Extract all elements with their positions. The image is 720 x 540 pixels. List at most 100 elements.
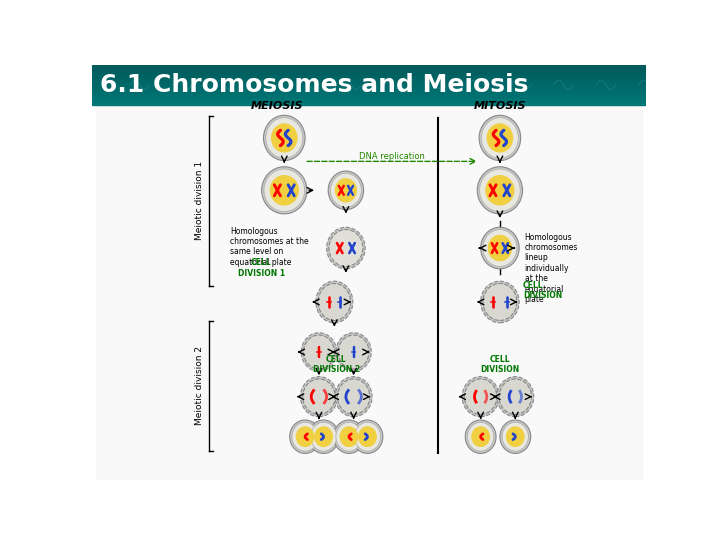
Bar (92, 71, 647, 73)
Bar (92, 76, 647, 77)
Ellipse shape (300, 377, 338, 417)
Ellipse shape (304, 335, 334, 369)
Text: CELL
DIVISION: CELL DIVISION (480, 355, 520, 374)
Text: MITOSIS: MITOSIS (474, 100, 526, 111)
Text: DNA replication: DNA replication (359, 152, 425, 161)
Bar (92, 84, 647, 85)
Bar (92, 64, 647, 66)
Ellipse shape (464, 379, 497, 414)
Ellipse shape (336, 422, 362, 451)
Ellipse shape (271, 123, 297, 153)
Bar (92, 73, 647, 75)
Bar (92, 83, 647, 84)
Ellipse shape (335, 178, 357, 202)
Bar (92, 80, 647, 82)
Ellipse shape (340, 427, 359, 447)
Bar (92, 84, 647, 86)
Ellipse shape (497, 377, 534, 417)
Ellipse shape (308, 420, 339, 454)
Ellipse shape (467, 422, 494, 451)
Ellipse shape (316, 281, 353, 323)
Ellipse shape (329, 230, 363, 267)
Text: Meiotic division 1: Meiotic division 1 (195, 161, 204, 240)
Ellipse shape (479, 116, 521, 160)
Ellipse shape (261, 167, 307, 214)
Text: MEIOSIS: MEIOSIS (251, 100, 303, 111)
Ellipse shape (318, 284, 351, 320)
Bar (92, 65, 647, 67)
Bar (92, 77, 647, 78)
Ellipse shape (482, 118, 518, 158)
Ellipse shape (354, 422, 381, 451)
Ellipse shape (481, 281, 519, 323)
Text: Homologous
chromosomes at the
same level on
equatorial plate: Homologous chromosomes at the same level… (230, 226, 309, 267)
Ellipse shape (330, 173, 361, 207)
Text: Homologous
chromosomes
lineup
individually
at the
equatorial
plate: Homologous chromosomes lineup individual… (525, 233, 578, 304)
Ellipse shape (270, 175, 299, 206)
Ellipse shape (264, 169, 305, 212)
Ellipse shape (499, 379, 531, 414)
Ellipse shape (487, 123, 513, 153)
Ellipse shape (352, 420, 383, 454)
Bar (92, 66, 647, 68)
Ellipse shape (483, 230, 517, 267)
Bar (92, 82, 647, 83)
Bar (92, 93, 647, 95)
Bar (92, 102, 647, 103)
Bar (92, 96, 647, 97)
Bar (92, 70, 647, 72)
Bar (92, 77, 647, 79)
Bar (92, 75, 647, 76)
Bar (92, 72, 647, 74)
Ellipse shape (289, 420, 320, 454)
Text: Meiotic division 2: Meiotic division 2 (195, 346, 204, 426)
Bar (92, 79, 647, 81)
Ellipse shape (333, 420, 364, 454)
Ellipse shape (487, 235, 512, 261)
Ellipse shape (338, 379, 370, 414)
Bar (92, 103, 647, 104)
Ellipse shape (338, 379, 370, 414)
Text: CELL
DIVISION 1: CELL DIVISION 1 (238, 258, 285, 278)
Ellipse shape (483, 284, 517, 320)
Ellipse shape (483, 284, 517, 320)
Ellipse shape (506, 427, 525, 447)
Bar (92, 87, 647, 89)
Ellipse shape (465, 420, 496, 454)
Bar (92, 91, 647, 93)
Bar (92, 92, 647, 94)
Ellipse shape (500, 420, 531, 454)
Ellipse shape (303, 379, 335, 414)
Ellipse shape (296, 427, 315, 447)
Bar (92, 69, 647, 70)
Ellipse shape (335, 377, 372, 417)
Ellipse shape (462, 377, 499, 417)
Ellipse shape (292, 422, 318, 451)
Text: CELL
DIVISION: CELL DIVISION (523, 281, 562, 300)
Bar (92, 90, 647, 91)
Ellipse shape (336, 333, 372, 372)
Ellipse shape (329, 230, 363, 267)
Ellipse shape (338, 335, 369, 369)
Ellipse shape (303, 379, 335, 414)
Ellipse shape (266, 118, 303, 158)
Bar (92, 85, 647, 87)
Ellipse shape (481, 227, 519, 269)
Bar (92, 90, 647, 92)
Ellipse shape (338, 335, 369, 369)
Bar (92, 94, 647, 96)
Bar (92, 99, 647, 101)
Bar (92, 104, 647, 105)
Ellipse shape (304, 335, 334, 369)
Ellipse shape (499, 379, 531, 414)
Ellipse shape (318, 284, 351, 320)
Ellipse shape (477, 167, 523, 214)
Ellipse shape (328, 171, 364, 210)
Ellipse shape (480, 169, 521, 212)
Bar (92, 97, 647, 98)
Ellipse shape (464, 379, 497, 414)
Ellipse shape (314, 427, 333, 447)
Bar (92, 70, 647, 71)
Ellipse shape (310, 422, 337, 451)
Ellipse shape (485, 175, 515, 206)
